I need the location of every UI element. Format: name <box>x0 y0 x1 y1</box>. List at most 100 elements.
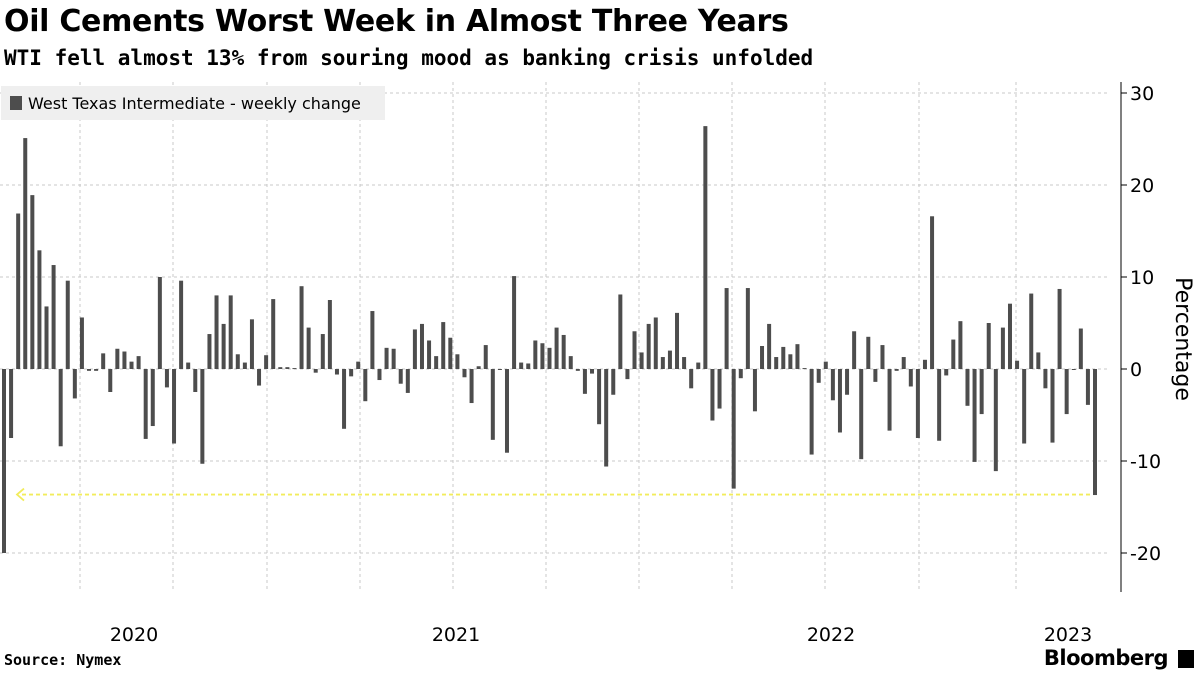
bar <box>781 346 786 369</box>
x-tick-label: 2021 <box>432 624 480 646</box>
bar <box>207 334 212 369</box>
bar <box>157 277 162 369</box>
bar <box>568 356 573 369</box>
bar <box>717 369 722 409</box>
bar <box>979 369 984 415</box>
bar <box>143 369 148 439</box>
bar <box>108 369 113 392</box>
x-tick-label: 2022 <box>807 624 855 646</box>
bar <box>504 369 509 453</box>
bar <box>540 343 545 369</box>
bar <box>101 353 106 369</box>
bar <box>172 369 177 444</box>
bloomberg-logo: Bloomberg <box>1043 646 1169 670</box>
chart-title: Oil Cements Worst Week in Almost Three Y… <box>4 4 789 39</box>
bar <box>561 334 566 369</box>
bar <box>377 369 382 381</box>
bar <box>703 126 708 370</box>
annotation-layer <box>15 487 1090 502</box>
legend-swatch <box>10 96 22 110</box>
bar <box>320 334 325 369</box>
bar <box>802 368 807 370</box>
bar <box>497 369 502 370</box>
bar <box>986 323 991 369</box>
bar <box>958 321 963 369</box>
bloomberg-mark-icon <box>1178 650 1194 668</box>
bar <box>1071 369 1076 370</box>
bar <box>186 362 191 369</box>
bar <box>554 327 559 369</box>
bar <box>214 295 219 369</box>
bar <box>235 354 240 369</box>
bar <box>115 348 120 369</box>
bar <box>745 288 750 369</box>
bar <box>79 317 84 369</box>
bar <box>129 361 134 369</box>
bar <box>292 368 297 370</box>
bar <box>993 369 998 472</box>
bar <box>455 354 460 369</box>
bar <box>526 363 531 369</box>
bar <box>349 369 354 377</box>
y-tick-label: -10 <box>1130 451 1161 473</box>
bar <box>405 369 410 393</box>
bar <box>1050 369 1055 443</box>
bar <box>356 361 361 369</box>
bar <box>660 357 665 369</box>
chart-subtitle: WTI fell almost 13% from souring mood as… <box>4 46 814 70</box>
bar <box>37 250 42 369</box>
bar <box>51 265 56 369</box>
bar <box>264 355 269 369</box>
bar <box>164 369 169 388</box>
bar <box>44 306 49 369</box>
bar <box>483 345 488 369</box>
bar <box>901 357 906 369</box>
bar <box>469 369 474 404</box>
y-tick-label: -20 <box>1130 543 1161 565</box>
source-note: Source: Nymex <box>4 651 122 669</box>
bar <box>23 138 28 369</box>
bar <box>419 323 424 369</box>
bar <box>249 319 254 369</box>
bar <box>937 369 942 441</box>
bar <box>391 348 396 369</box>
bar <box>9 369 14 438</box>
bar <box>632 331 637 369</box>
bar <box>724 288 729 369</box>
bar-layer <box>2 126 1097 553</box>
bar <box>731 369 736 489</box>
bar <box>200 369 205 464</box>
bar <box>611 369 616 395</box>
bar <box>915 369 920 438</box>
bar <box>136 356 141 369</box>
bar <box>1015 360 1020 369</box>
bar <box>837 369 842 433</box>
bar <box>427 340 432 369</box>
bar <box>490 369 495 440</box>
x-tick-label: 2023 <box>1044 624 1092 646</box>
bar <box>922 359 927 369</box>
bar <box>575 369 580 371</box>
bar <box>434 356 439 369</box>
bar <box>547 347 552 369</box>
bar <box>1078 328 1083 369</box>
bar <box>1093 369 1097 496</box>
bar <box>809 369 814 455</box>
bar <box>299 286 304 369</box>
bar <box>696 362 701 369</box>
bar <box>30 195 35 369</box>
legend-box <box>1 86 385 120</box>
bar <box>441 322 446 369</box>
bar <box>2 369 6 553</box>
bar <box>618 294 623 369</box>
bar <box>710 369 715 421</box>
bar <box>767 323 772 369</box>
bar <box>604 369 609 467</box>
y-tick-label: 10 <box>1130 267 1154 289</box>
annotation-arrowhead-icon <box>15 487 25 502</box>
bar <box>590 369 595 374</box>
bar <box>58 369 63 447</box>
bar <box>122 351 127 369</box>
bar <box>597 369 602 425</box>
bar <box>930 216 935 369</box>
